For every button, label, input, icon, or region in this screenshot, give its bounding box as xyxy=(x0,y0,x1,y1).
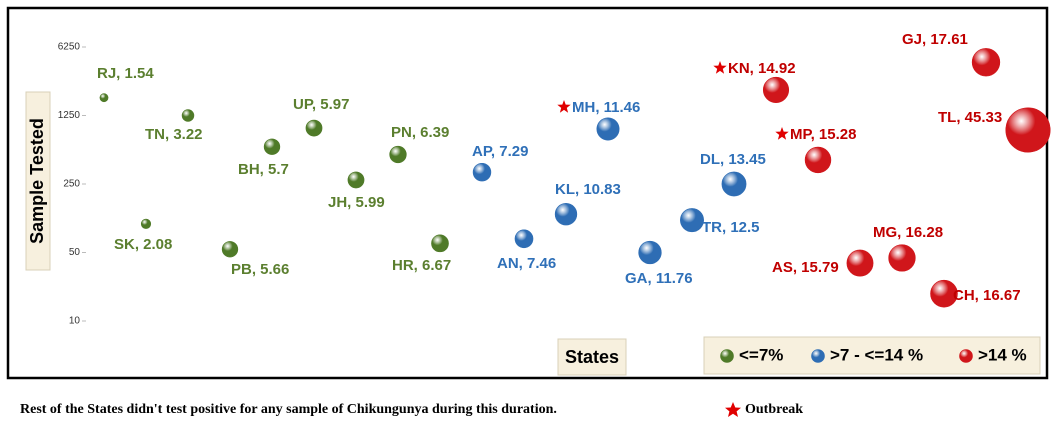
bubble xyxy=(140,218,152,229)
data-label: KL, 10.83 xyxy=(555,181,621,198)
outbreak-star xyxy=(775,127,789,140)
bubble xyxy=(347,171,365,189)
legend-marker xyxy=(959,349,973,363)
bubble xyxy=(930,279,958,308)
data-label: KN, 14.92 xyxy=(728,60,796,77)
data-label: UP, 5.97 xyxy=(293,96,349,113)
outbreak-star xyxy=(557,100,571,113)
bubble xyxy=(263,138,281,155)
y-label-box xyxy=(25,91,51,271)
legend-marker xyxy=(720,349,734,363)
bubble xyxy=(472,162,492,182)
bubble xyxy=(389,145,407,164)
legend-label: >14 % xyxy=(978,345,1027,364)
bubble xyxy=(971,48,1001,77)
bubble xyxy=(721,171,747,197)
bubble xyxy=(762,76,790,103)
bubble xyxy=(804,146,832,174)
bubble xyxy=(596,117,620,141)
bubble xyxy=(305,119,323,137)
bubble xyxy=(680,208,704,233)
data-label: AP, 7.29 xyxy=(472,143,528,160)
bubble xyxy=(181,109,195,122)
legend-label: >7 - <=14 % xyxy=(830,345,923,364)
x-label-box xyxy=(557,338,627,376)
x-axis-label: States xyxy=(565,347,619,367)
outbreak-legend: Outbreak xyxy=(745,402,803,417)
bubble xyxy=(221,241,239,258)
data-label: JH, 5.99 xyxy=(328,194,385,211)
bubble xyxy=(888,244,916,272)
data-label: BH, 5.7 xyxy=(238,161,289,178)
bubble xyxy=(514,229,534,249)
data-label: MG, 16.28 xyxy=(873,224,943,241)
data-label: AN, 7.46 xyxy=(497,255,556,272)
data-label: MP, 15.28 xyxy=(790,126,856,143)
outbreak-star xyxy=(713,61,727,74)
data-label: PN, 6.39 xyxy=(391,124,449,141)
data-label: TN, 3.22 xyxy=(145,126,203,143)
y-tick-label: 6250 xyxy=(58,42,81,53)
data-label: AS, 15.79 xyxy=(772,259,839,276)
data-label: TL, 45.33 xyxy=(938,109,1002,126)
bubble xyxy=(638,240,662,265)
y-tick-label: 50 xyxy=(69,247,81,258)
footnote: Rest of the States didn't test positive … xyxy=(20,402,557,417)
legend-label: <=7% xyxy=(739,345,783,364)
data-label: MH, 11.46 xyxy=(572,99,640,116)
legend-box xyxy=(703,336,1041,375)
frame xyxy=(6,6,1049,380)
data-label: SK, 2.08 xyxy=(114,236,172,253)
y-tick-label: 10 xyxy=(69,316,81,327)
bubble xyxy=(554,203,578,226)
data-label: PB, 5.66 xyxy=(231,261,289,278)
outbreak-star xyxy=(725,402,741,417)
y-axis-label: Sample Tested xyxy=(27,118,47,244)
y-tick-label: 250 xyxy=(63,179,80,190)
data-label: DL, 13.45 xyxy=(700,151,766,168)
bubble xyxy=(846,249,874,277)
data-label: RJ, 1.54 xyxy=(97,65,154,82)
data-label: GA, 11.76 xyxy=(625,270,693,287)
bubble xyxy=(431,234,449,253)
bubble xyxy=(99,93,109,103)
data-label: TR, 12.5 xyxy=(702,219,760,236)
legend-marker xyxy=(811,349,825,363)
data-label: HR, 6.67 xyxy=(392,257,451,274)
data-label: GJ, 17.61 xyxy=(902,31,968,48)
y-tick-label: 1250 xyxy=(58,110,81,121)
data-label: CH, 16.67 xyxy=(953,287,1021,304)
bubble xyxy=(1005,107,1051,153)
